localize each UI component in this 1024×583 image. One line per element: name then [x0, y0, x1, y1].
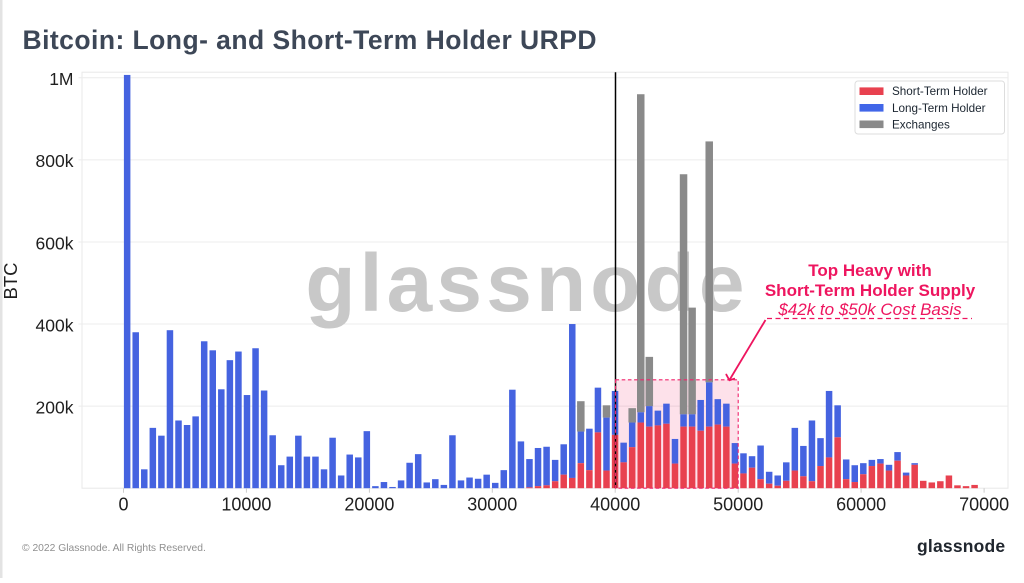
svg-text:30000: 30000: [467, 495, 517, 515]
svg-text:40000: 40000: [590, 495, 640, 515]
svg-text:Short-Term Holder Supply: Short-Term Holder Supply: [765, 281, 976, 300]
svg-text:BTC: BTC: [0, 263, 21, 300]
svg-text:Top Heavy with: Top Heavy with: [808, 261, 931, 280]
svg-text:1M: 1M: [49, 69, 73, 89]
svg-text:0: 0: [118, 495, 128, 515]
svg-text:70000: 70000: [959, 495, 1009, 515]
svg-text:800k: 800k: [36, 151, 74, 171]
svg-text:20000: 20000: [344, 495, 394, 515]
svg-text:glassnode: glassnode: [305, 238, 748, 329]
svg-text:Short-Term Holder: Short-Term Holder: [892, 85, 988, 98]
svg-text:Exchanges: Exchanges: [892, 118, 950, 131]
svg-text:© 2022 Glassnode. All Rights R: © 2022 Glassnode. All Rights Reserved.: [22, 543, 206, 554]
svg-text:Long-Term Holder: Long-Term Holder: [892, 102, 986, 115]
svg-text:400k: 400k: [36, 315, 74, 335]
svg-text:$42k to $50k Cost Basis: $42k to $50k Cost Basis: [777, 300, 962, 319]
svg-text:200k: 200k: [36, 397, 74, 417]
svg-text:glassnode: glassnode: [917, 536, 1005, 556]
svg-text:60000: 60000: [836, 495, 886, 515]
svg-text:600k: 600k: [36, 233, 74, 253]
svg-text:Bitcoin: Long- and Short-Term: Bitcoin: Long- and Short-Term Holder URP…: [23, 25, 597, 55]
svg-text:50000: 50000: [713, 495, 763, 515]
svg-text:10000: 10000: [221, 495, 271, 515]
